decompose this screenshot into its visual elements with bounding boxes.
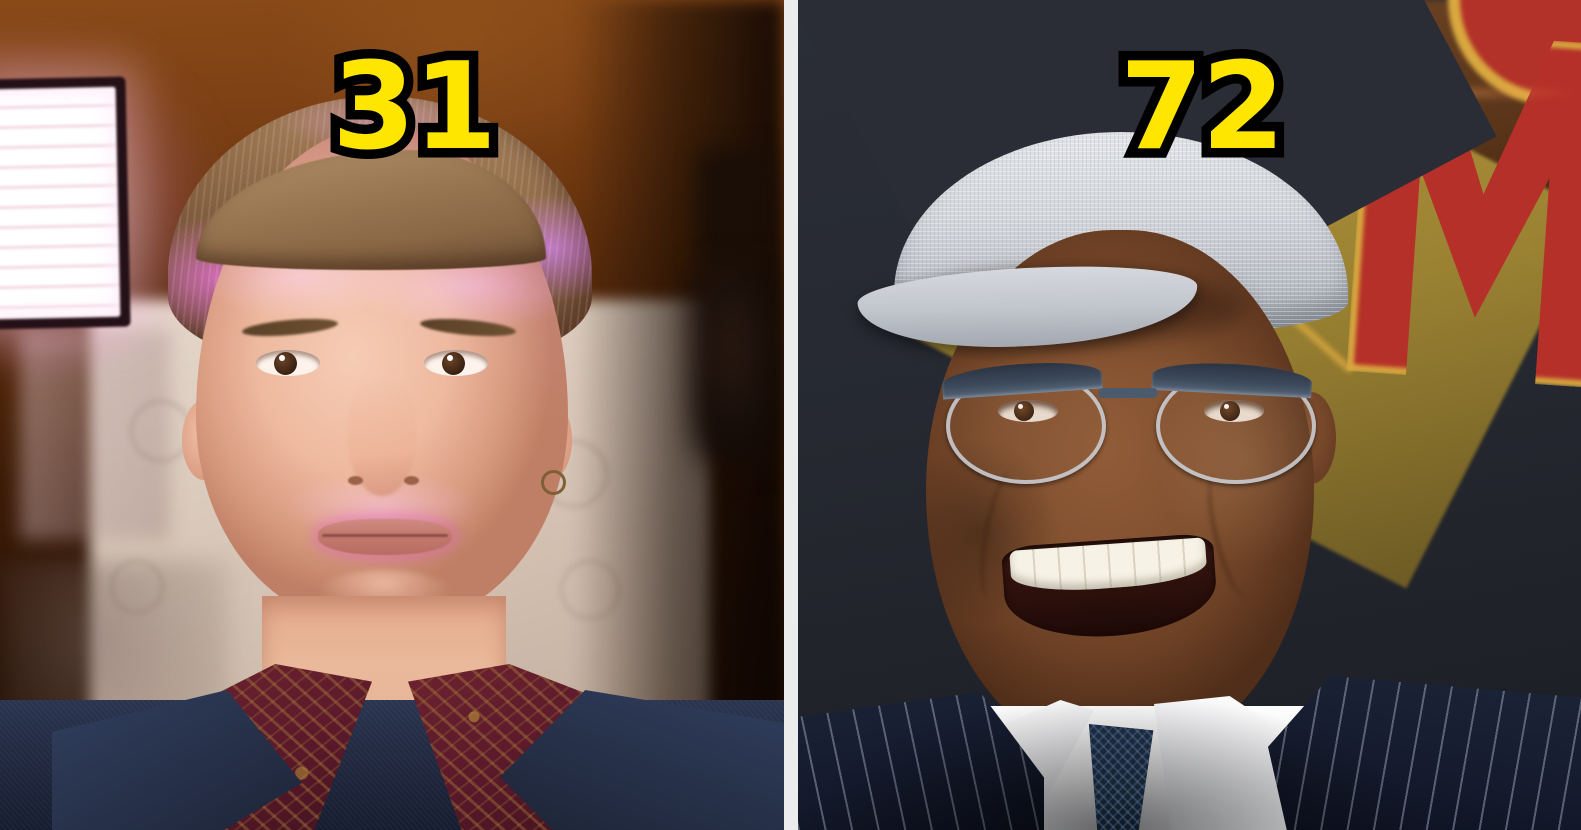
blurred-camera-top — [698, 150, 772, 270]
left-subject-lip-line — [322, 534, 448, 537]
age-badge-right: 72 — [1111, 38, 1295, 177]
iris — [274, 352, 297, 375]
photo-panel-right: 72 — [798, 0, 1581, 830]
iris — [442, 352, 465, 375]
left-subject-mouth — [318, 519, 452, 555]
right-subject-suit-right — [1268, 676, 1581, 830]
led-light-face — [0, 86, 121, 320]
nostril — [404, 476, 419, 485]
nostril — [348, 476, 363, 485]
age-badge-left: 31 — [323, 38, 507, 177]
left-subject-eye-left — [256, 350, 320, 376]
blurred-camera-icon — [690, 265, 782, 465]
eyeglasses-icon — [940, 358, 1340, 484]
panel-divider — [784, 0, 798, 830]
eyeglass-bridge — [1098, 388, 1158, 398]
left-subject-eye-right — [424, 350, 488, 376]
earring-icon — [541, 470, 566, 495]
right-subject-teeth — [1009, 537, 1208, 595]
photo-panel-left: 31 — [0, 0, 784, 830]
led-light-panel — [0, 76, 131, 330]
